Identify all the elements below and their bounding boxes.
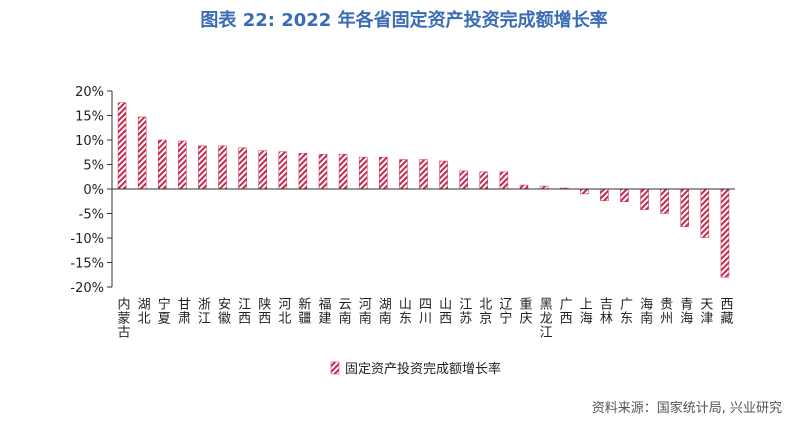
bar xyxy=(238,147,247,190)
bar xyxy=(318,153,328,190)
x-tick-label: 贵州 xyxy=(657,297,673,325)
bar xyxy=(178,140,187,190)
x-tick-label: 辽宁 xyxy=(496,297,512,325)
x-tick-label: 广西 xyxy=(557,297,573,325)
bar xyxy=(519,184,529,190)
bar xyxy=(117,102,127,190)
bar xyxy=(439,160,448,190)
bar xyxy=(198,145,207,190)
bar xyxy=(660,188,669,214)
bar xyxy=(218,145,227,190)
y-tick-label: -20% xyxy=(70,281,104,296)
y-tick-label: -15% xyxy=(70,257,104,272)
bar xyxy=(459,170,468,190)
bar xyxy=(640,188,649,210)
bar xyxy=(680,188,690,227)
x-tick-label: 湖南 xyxy=(376,297,392,325)
y-tick-label: -10% xyxy=(70,232,104,247)
y-tick-label: 10% xyxy=(75,134,104,149)
x-tick-label: 天津 xyxy=(697,297,713,325)
x-tick-label: 江苏 xyxy=(456,297,472,325)
bar xyxy=(580,188,589,195)
bar xyxy=(399,159,408,190)
bar xyxy=(137,116,147,190)
chart-title: 图表 22: 2022 年各省固定资产投资完成额增长率 xyxy=(200,9,607,31)
x-tick-label: 河北 xyxy=(275,297,291,325)
y-tick-label: 20% xyxy=(75,85,104,100)
x-tick-label: 福建 xyxy=(316,297,332,325)
bar xyxy=(600,188,609,202)
bar xyxy=(720,188,730,278)
x-tick-label: 陕西 xyxy=(255,297,271,325)
source: 资料来源：国家统计局, 兴业研究 xyxy=(592,400,782,416)
x-tick-label: 四川 xyxy=(416,297,432,325)
x-tick-label: 甘肃 xyxy=(175,297,191,325)
bar xyxy=(258,150,267,190)
bar xyxy=(620,188,629,202)
bar xyxy=(157,139,167,190)
x-tick-label: 湖北 xyxy=(135,297,151,325)
bar xyxy=(358,156,368,190)
legend-swatch xyxy=(330,361,340,375)
x-tick-label: 西藏 xyxy=(717,297,733,325)
x-tick-label: 安徽 xyxy=(215,297,231,325)
x-tick-label: 内蒙古 xyxy=(115,296,131,339)
x-tick-label: 江西 xyxy=(235,297,251,325)
bar xyxy=(499,171,509,190)
x-tick-label: 北京 xyxy=(476,297,492,325)
x-tick-label: 海南 xyxy=(637,297,653,325)
x-tick-label: 浙江 xyxy=(195,297,211,325)
y-tick-label: 5% xyxy=(83,159,104,174)
x-tick-label: 宁夏 xyxy=(155,296,171,325)
y-tick-label: 15% xyxy=(75,110,104,125)
x-tick-label: 山东 xyxy=(396,297,412,325)
y-tick-label: -5% xyxy=(79,208,104,223)
bar xyxy=(338,153,348,190)
bar xyxy=(379,156,388,190)
bar xyxy=(298,152,308,190)
x-tick-label: 上海 xyxy=(577,297,593,325)
bar xyxy=(278,151,288,190)
bar xyxy=(479,171,489,190)
x-tick-label: 重庆 xyxy=(516,296,532,325)
bar xyxy=(700,188,710,238)
x-tick-label: 吉林 xyxy=(597,297,613,325)
y-tick-label: 0% xyxy=(83,183,104,198)
x-tick-label: 河南 xyxy=(356,297,372,325)
legend-label: 固定资产投资完成额增长率 xyxy=(345,361,501,377)
x-tick-label: 山西 xyxy=(436,297,452,325)
x-tick-label: 广东 xyxy=(617,297,633,325)
x-tick-label: 云南 xyxy=(336,297,352,325)
x-tick-label: 黑龙江 xyxy=(537,297,553,339)
x-tick-label: 青海 xyxy=(677,297,693,325)
bar xyxy=(419,159,428,190)
x-tick-label: 新疆 xyxy=(295,296,311,325)
